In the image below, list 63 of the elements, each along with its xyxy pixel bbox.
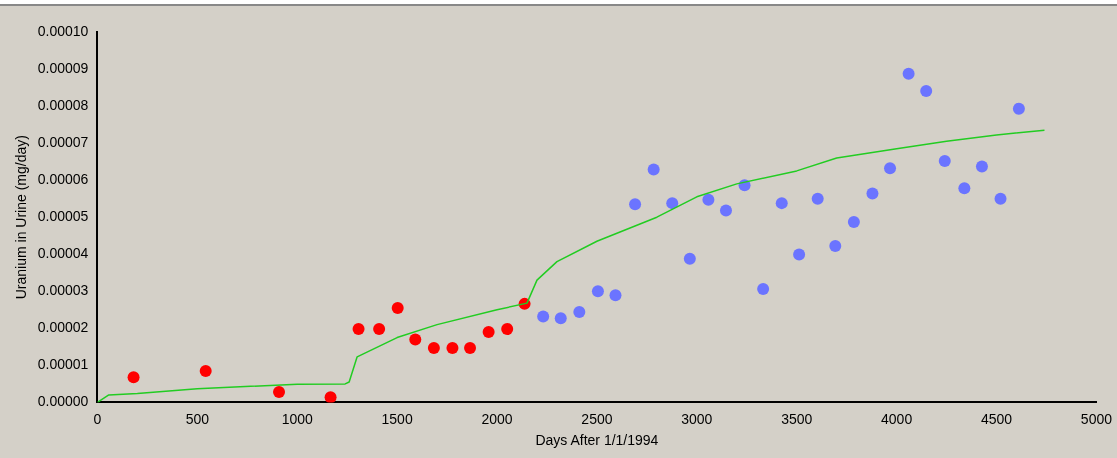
point	[811, 192, 824, 205]
point	[829, 240, 842, 253]
x-tick-label: 4000	[881, 410, 913, 427]
point	[324, 391, 337, 403]
point	[427, 341, 440, 354]
point	[537, 310, 550, 323]
point	[666, 197, 679, 210]
point	[647, 163, 660, 176]
x-tick-label: 4500	[980, 410, 1013, 427]
point	[409, 333, 422, 346]
point	[920, 84, 933, 97]
point	[902, 67, 915, 80]
point	[352, 323, 365, 336]
point	[591, 285, 604, 298]
x-tick-label: 500	[185, 410, 210, 427]
point	[1012, 102, 1025, 115]
point	[391, 301, 404, 314]
point	[994, 192, 1007, 205]
y-tick-label: 0.00003	[37, 282, 89, 299]
point	[501, 323, 514, 336]
point	[573, 306, 586, 319]
y-tick-label: 0.00010	[37, 22, 89, 39]
y-tick-label: 0.00006	[37, 171, 89, 188]
y-tick-label: 0.00001	[37, 356, 89, 373]
point	[199, 364, 212, 377]
point	[554, 312, 567, 325]
point	[629, 198, 642, 211]
x-tick-label: 2000	[481, 410, 513, 427]
point	[719, 204, 732, 217]
point	[273, 386, 286, 399]
point	[373, 323, 386, 336]
point	[446, 341, 459, 354]
x-tick-label: 3500	[781, 410, 813, 427]
point	[683, 252, 696, 265]
x-tick-label: 2500	[581, 410, 613, 427]
point	[775, 197, 788, 210]
x-tick-label: 3000	[681, 410, 713, 427]
x-tick-label: 0	[93, 410, 102, 427]
point	[482, 326, 495, 339]
point	[757, 283, 770, 296]
y-tick-label: 0.00005	[37, 208, 89, 225]
y-tick-label: 0.00000	[37, 393, 89, 410]
point	[127, 371, 140, 384]
x-tick-label: 1500	[381, 410, 413, 427]
point	[884, 162, 897, 175]
x-axis-title: Days After 1/1/1994	[535, 432, 659, 449]
y-tick-label: 0.00002	[37, 319, 89, 336]
y-tick-label: 0.00009	[37, 59, 89, 76]
y-tick-label: 0.00008	[37, 96, 89, 113]
x-tick-label: 1000	[281, 410, 313, 427]
point	[938, 154, 951, 167]
point	[793, 248, 806, 261]
point	[866, 187, 879, 200]
point	[847, 216, 860, 229]
point	[702, 193, 715, 206]
y-tick-label: 0.00004	[37, 245, 89, 262]
point	[609, 289, 622, 302]
y-tick-label: 0.00007	[37, 133, 89, 150]
point	[464, 341, 477, 354]
x-tick-label: 5000	[1080, 410, 1113, 427]
point	[975, 160, 988, 173]
y-axis-title: Uranium in Urine (mg/day)	[13, 135, 30, 300]
point	[958, 182, 971, 195]
